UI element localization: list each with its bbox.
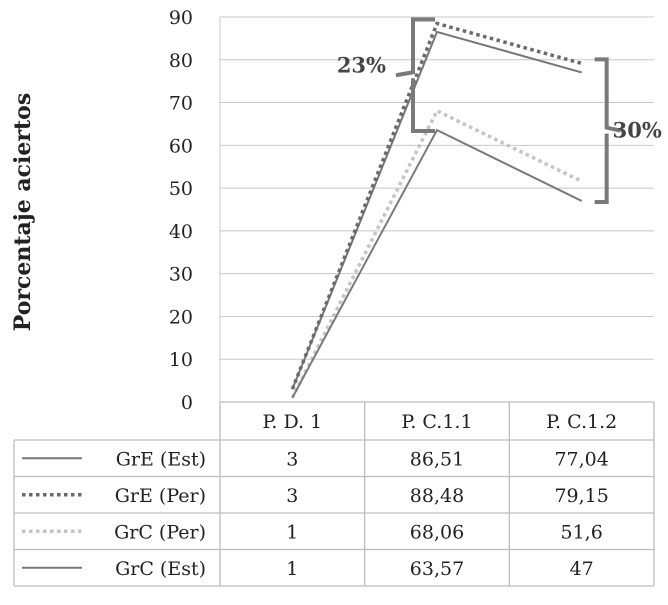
legend-entry-1: GrE (Per) bbox=[115, 485, 206, 507]
y-tick-label-4: 40 bbox=[169, 221, 193, 243]
data-label-3-0: 1 bbox=[286, 558, 298, 580]
data-label-3-2: 47 bbox=[570, 558, 594, 580]
x-category-label-2: P. C.1.2 bbox=[546, 411, 617, 433]
series-line-2 bbox=[292, 111, 581, 398]
gridlines bbox=[220, 17, 654, 402]
y-tick-label-3: 30 bbox=[169, 264, 193, 286]
y-axis-label: Porcentaje aciertos bbox=[10, 93, 36, 331]
legend-entry-3: GrC (Est) bbox=[115, 558, 206, 580]
data-label-1-1: 88,48 bbox=[410, 485, 464, 507]
y-tick-label-0: 0 bbox=[181, 392, 193, 414]
data-label-2-2: 51,6 bbox=[561, 521, 603, 543]
y-tick-label-7: 70 bbox=[169, 93, 193, 115]
legend-entry-0: GrE (Est) bbox=[116, 448, 206, 470]
series-line-3 bbox=[292, 130, 581, 398]
data-label-0-2: 77,04 bbox=[554, 448, 608, 470]
series-lines bbox=[292, 24, 581, 398]
difference-annotations: 23% 30% bbox=[337, 20, 662, 202]
x-category-label-1: P. C.1.1 bbox=[401, 411, 472, 433]
data-label-0-0: 3 bbox=[286, 448, 298, 470]
data-label-3-1: 63,57 bbox=[410, 558, 464, 580]
y-tick-label-1: 10 bbox=[169, 349, 193, 371]
data-label-2-0: 1 bbox=[286, 521, 298, 543]
data-label-0-1: 86,51 bbox=[410, 448, 464, 470]
legend-entry-2: GrC (Per) bbox=[114, 521, 206, 543]
annotation-label-1: 30% bbox=[613, 118, 662, 143]
y-tick-label-2: 20 bbox=[169, 306, 193, 328]
data-label-1-0: 3 bbox=[286, 485, 298, 507]
x-category-label-0: P. D. 1 bbox=[262, 411, 322, 433]
y-axis-ticks: 0 10 20 30 40 50 60 70 80 90 bbox=[169, 7, 193, 414]
y-tick-label-8: 80 bbox=[169, 50, 193, 72]
y-tick-label-9: 90 bbox=[169, 7, 193, 29]
data-table: P. D. 1 P. C.1.1 P. C.1.2 GrE (Est) 3 86,51 77… bbox=[14, 402, 654, 586]
series-line-1 bbox=[292, 24, 581, 390]
data-label-1-2: 79,15 bbox=[554, 485, 608, 507]
y-tick-label-5: 50 bbox=[169, 178, 193, 200]
annotation-label-0: 23% bbox=[337, 52, 386, 77]
series-line-0 bbox=[292, 32, 581, 389]
data-label-2-1: 68,06 bbox=[410, 521, 464, 543]
y-tick-label-6: 60 bbox=[169, 135, 193, 157]
